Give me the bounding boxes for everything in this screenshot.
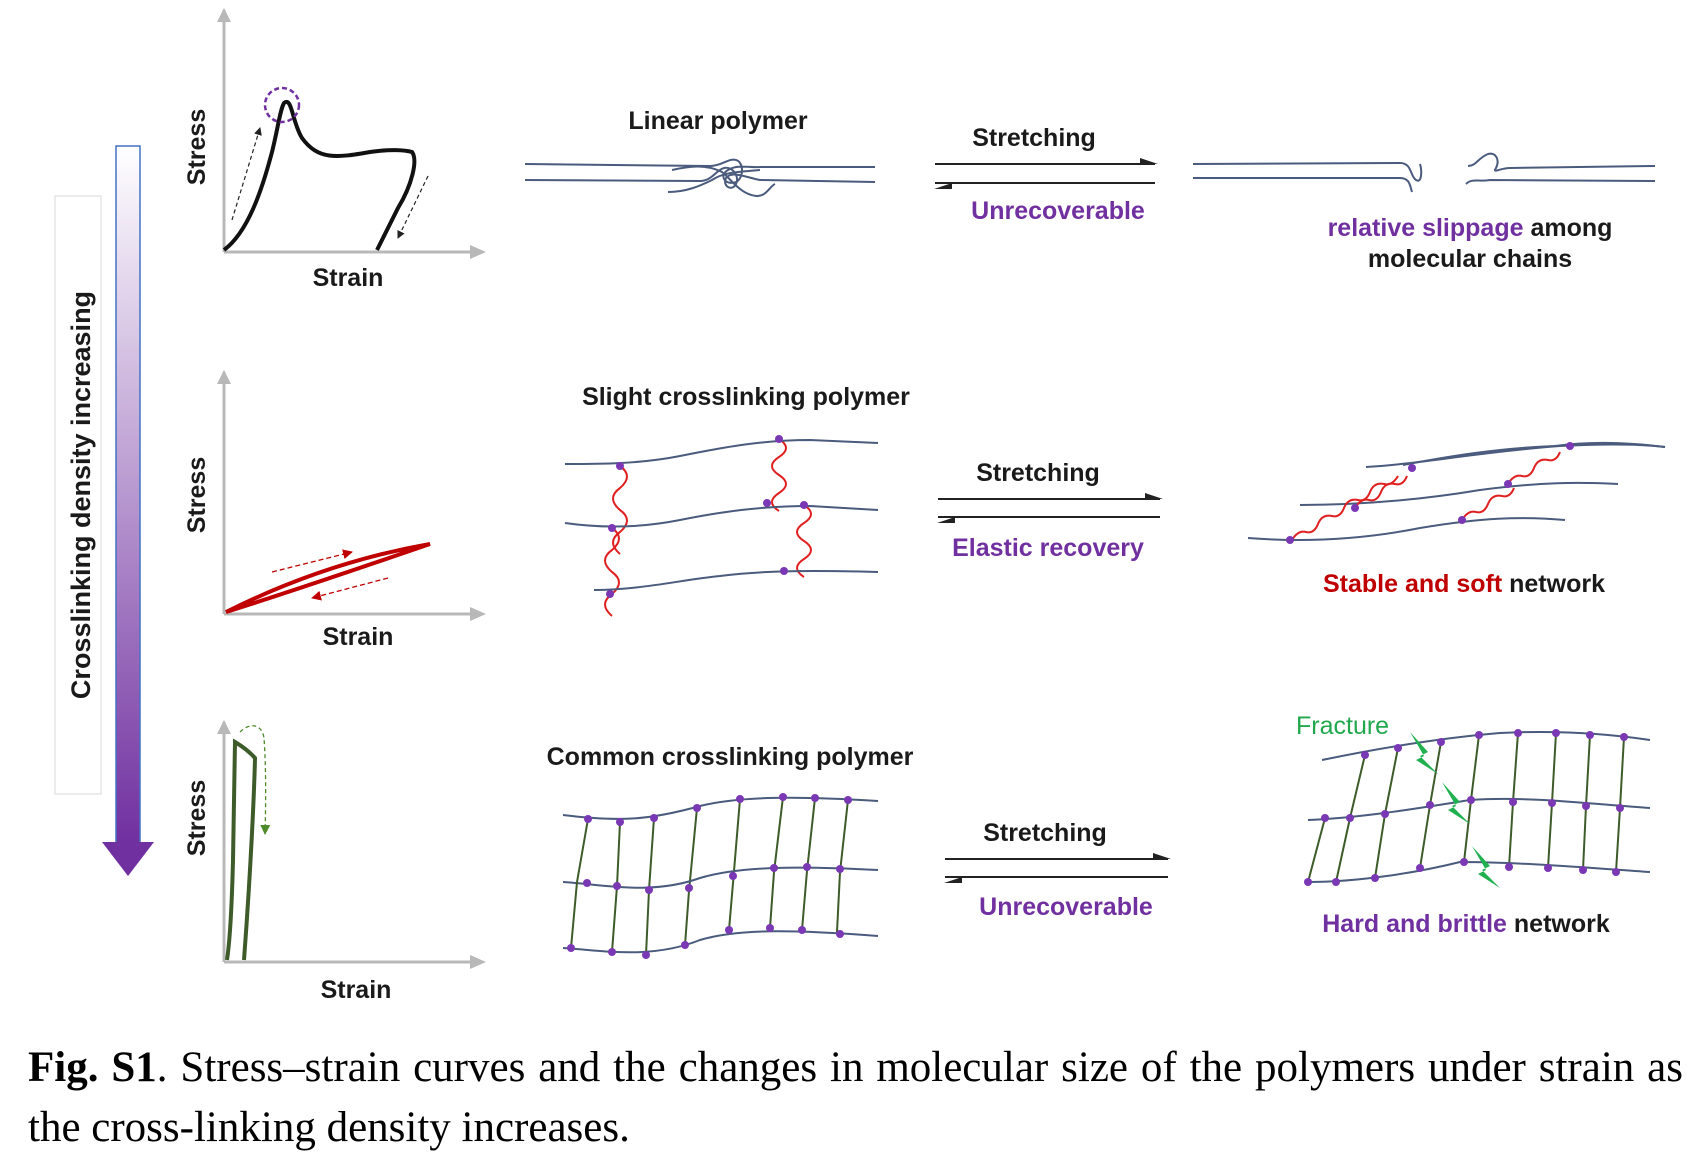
fracture-lightning-icons <box>1410 732 1500 888</box>
slight-polymer-after <box>1247 441 1666 544</box>
loading-arrow <box>231 127 262 221</box>
graph-common-ylabel: Stress <box>183 780 211 856</box>
density-arrow <box>102 145 154 876</box>
result-common: Hard and brittle network <box>1322 910 1610 938</box>
graph-slight: Stress Strain <box>183 370 486 651</box>
result-linear-plain: among <box>1524 214 1613 242</box>
unrecoverable-label-1: Unrecoverable <box>971 197 1145 225</box>
graph-common-curve <box>225 738 258 961</box>
side-label: Crosslinking density increasing <box>66 291 96 699</box>
slight-polymer-before <box>564 435 879 617</box>
result-linear-line1: relative slippage among <box>1328 214 1613 242</box>
result-linear-line2: molecular chains <box>1368 245 1572 273</box>
result-slight-plain: network <box>1502 570 1605 598</box>
figure-caption: Fig. S1. Stress–strain curves and the ch… <box>28 1038 1683 1158</box>
graph-linear: Stress Strain <box>183 8 486 292</box>
caption-label: Fig. S1 <box>28 1044 157 1091</box>
linear-polymer-after <box>1192 152 1656 193</box>
unloading-arrow-red <box>311 577 389 601</box>
unrecoverable-label-3: Unrecoverable <box>979 893 1153 921</box>
result-linear-colored: relative slippage <box>1328 214 1524 242</box>
common-polymer-title: Common crosslinking polymer <box>547 743 914 771</box>
side-label-box <box>54 195 102 795</box>
slight-polymer-title: Slight crosslinking polymer <box>582 383 910 411</box>
stretching-label-1: Stretching <box>972 124 1096 152</box>
stretching-label-3: Stretching <box>983 819 1107 847</box>
graph-slight-loop <box>225 542 431 614</box>
graph-linear-xlabel: Strain <box>313 264 384 292</box>
loading-arrow-red <box>271 549 353 573</box>
linear-polymer-title: Linear polymer <box>628 107 807 135</box>
elastic-recovery-label: Elastic recovery <box>952 534 1144 562</box>
graph-linear-curve <box>222 99 417 252</box>
figure: Crosslinking density increasing Stress S… <box>54 8 1666 1000</box>
unloading-arrow <box>397 175 429 239</box>
graph-common: Stress Strain <box>183 720 486 1000</box>
result-slight: Stable and soft network <box>1323 570 1605 598</box>
yield-point-circle <box>263 86 301 124</box>
result-slight-colored: Stable and soft <box>1323 570 1503 598</box>
graph-common-xlabel: Strain <box>321 976 392 1000</box>
graph-linear-ylabel: Stress <box>183 109 211 185</box>
stretch-arrow-1 <box>934 158 1158 189</box>
stretching-label-2: Stretching <box>976 459 1100 487</box>
stretch-arrow-2 <box>937 493 1163 523</box>
green-arrow <box>239 725 271 835</box>
result-common-colored: Hard and brittle <box>1322 910 1507 938</box>
stretch-arrow-3 <box>944 853 1171 883</box>
result-common-plain: network <box>1507 910 1610 938</box>
common-polymer-after <box>1304 729 1651 888</box>
caption-text: . Stress–strain curves and the changes i… <box>28 1044 1683 1151</box>
linear-polymer-before <box>524 158 876 198</box>
graph-slight-xlabel: Strain <box>323 623 394 651</box>
graph-slight-ylabel: Stress <box>183 457 211 533</box>
fracture-label: Fracture <box>1296 712 1389 740</box>
common-polymer-before <box>562 793 879 959</box>
